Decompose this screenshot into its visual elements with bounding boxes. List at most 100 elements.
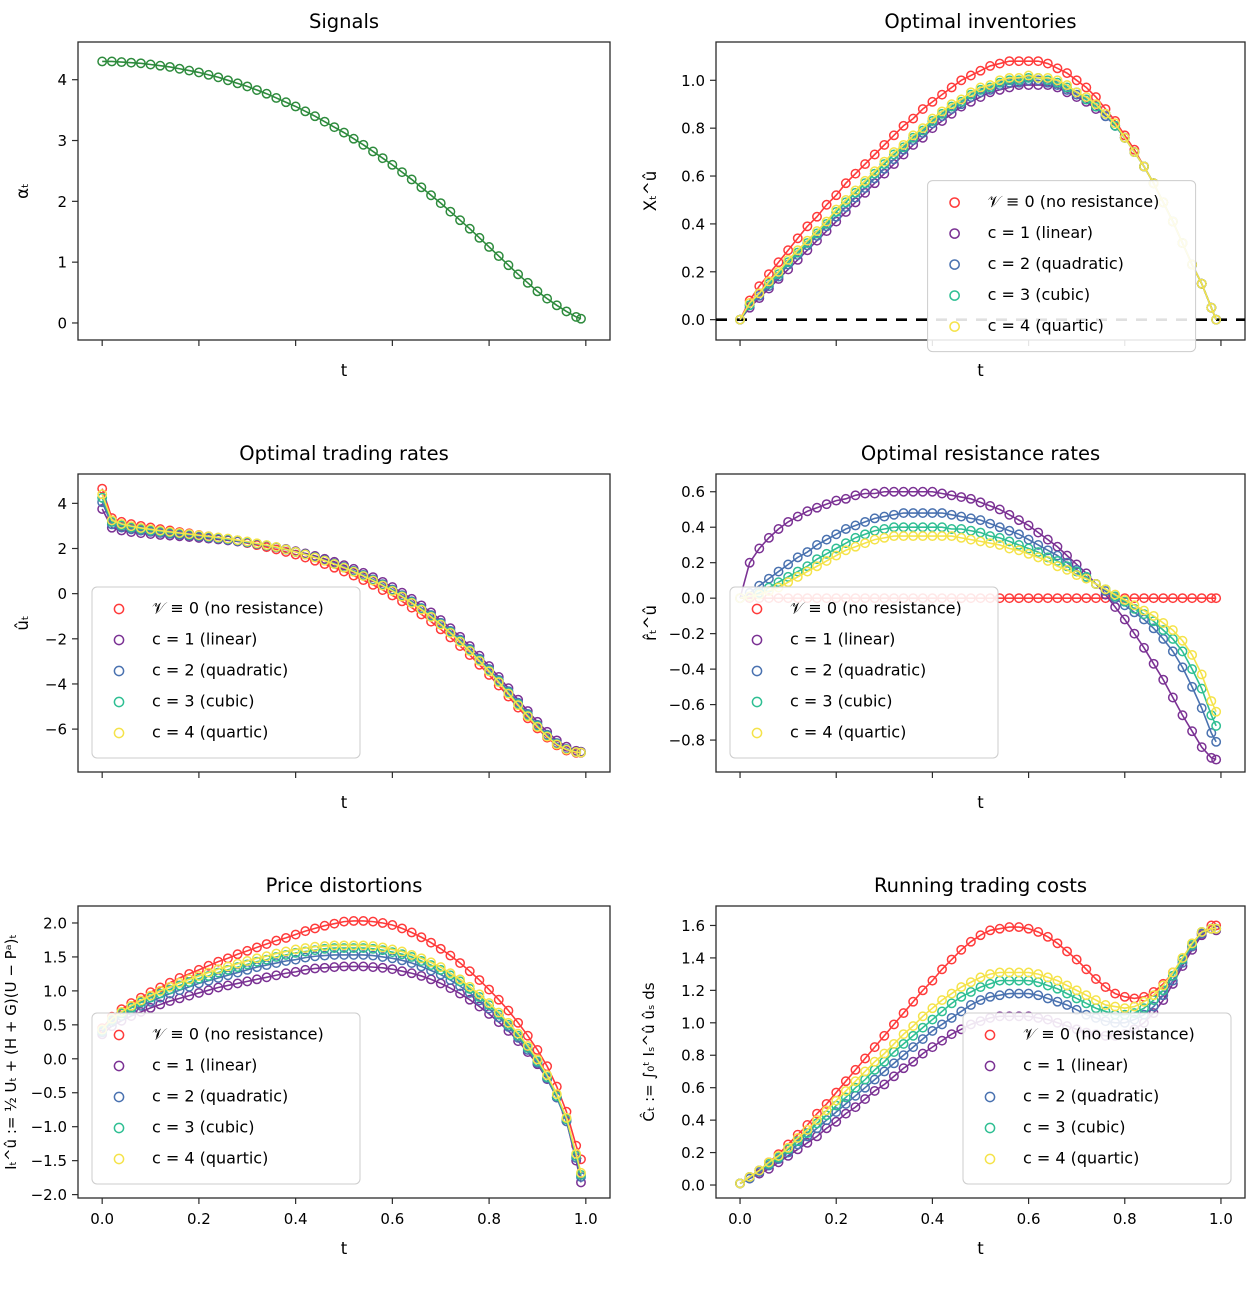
y-tick-label: −0.4 [669, 661, 705, 679]
legend-label-c2: c = 2 (quadratic) [790, 661, 926, 680]
legend-marker-c3 [751, 696, 763, 708]
legend-marker-c1 [984, 1060, 996, 1072]
x-tick-label: 0.4 [920, 1210, 944, 1228]
x-axis-label: t [977, 1239, 984, 1258]
y-tick-label: 1.5 [43, 948, 67, 966]
y-tick-label: 0.2 [681, 1144, 705, 1162]
y-tick-label: −6 [45, 721, 67, 739]
panel-signals: Signals 0 1 2 3 4 t αₜ [0, 0, 628, 432]
y-tick-label: −0.5 [31, 1084, 67, 1102]
x-tick-label: 0.8 [477, 1210, 501, 1228]
y-tick-label: −1.0 [31, 1118, 67, 1136]
legend-box [729, 586, 999, 759]
legend-marker-c3 [113, 1122, 125, 1134]
legend-label-c1: c = 1 (linear) [152, 1056, 257, 1075]
y-tick-label: −0.6 [669, 696, 705, 714]
legend-label-c1: c = 1 (linear) [1023, 1056, 1128, 1075]
series-markers [97, 56, 586, 324]
legend-label-c3: c = 3 (cubic) [152, 1118, 254, 1137]
y-axis-label: Iₜ^û := ½ Uₜ + (H + G)(U − Pᵃ)ₜ [2, 934, 20, 1170]
legend-label-c3: c = 3 (cubic) [1023, 1118, 1125, 1137]
legend-marker-none [113, 1029, 125, 1041]
legend: 𝒱 ≡ 0 (no resistance) c = 1 (linear) c = 2… [91, 1012, 361, 1185]
y-tick-label: 1.6 [681, 917, 705, 935]
legend-marker-c3 [984, 1122, 996, 1134]
y-tick-label: 4 [57, 495, 67, 513]
panel-title: Optimal resistance rates [861, 442, 1100, 465]
legend: 𝒱 ≡ 0 (no resistance) c = 1 (linear) c = 2… [729, 586, 999, 759]
legend-label-c1: c = 1 (linear) [988, 223, 1093, 242]
panel-optimal-inventories: Optimal inventories 0.0 0.2 0.4 0.6 0.8 1.0 t Xₜ… [628, 0, 1257, 432]
legend-box [962, 1012, 1232, 1185]
x-axis-label: t [341, 1239, 348, 1258]
y-tick-label: 4 [57, 71, 67, 89]
series-line [739, 490, 1217, 761]
y-tick-label: 0.6 [681, 168, 705, 186]
y-tick-label: −1.5 [31, 1152, 67, 1170]
legend-label-c4: c = 4 (quartic) [988, 316, 1104, 335]
legend-marker-c1 [949, 228, 960, 239]
y-tick-label: 0.8 [681, 1047, 705, 1065]
legend-marker-c4 [751, 727, 763, 739]
y-tick-label: 0.4 [681, 215, 705, 233]
x-tick-label: 0.8 [1113, 1210, 1137, 1228]
y-tick-label: −4 [45, 675, 67, 693]
legend-label-c3: c = 3 (cubic) [790, 692, 892, 711]
legend-marker-none [949, 197, 960, 208]
series-line [101, 494, 582, 754]
x-tick-label: 1.0 [574, 1210, 598, 1228]
legend-label-c4: c = 4 (quartic) [790, 723, 906, 742]
x-tick-label: 0.0 [728, 1210, 752, 1228]
y-tick-label: 1.0 [681, 72, 705, 90]
x-axis-label: t [977, 793, 984, 812]
x-axis-label: t [341, 793, 348, 812]
legend-marker-c3 [949, 290, 960, 301]
x-tick-label: 0.6 [1017, 1210, 1041, 1228]
legend-label-c4: c = 4 (quartic) [152, 1149, 268, 1168]
legend-marker-none [984, 1029, 996, 1041]
legend-box [927, 180, 1197, 353]
y-axis-label: αₜ [13, 183, 32, 199]
legend-marker-c2 [984, 1091, 996, 1103]
panel-title: Signals [309, 10, 379, 33]
y-tick-label: −0.8 [669, 732, 705, 750]
legend-marker-c2 [751, 665, 763, 677]
legend-label-c1: c = 1 (linear) [152, 630, 257, 649]
y-axis-label: ûₜ [13, 615, 32, 630]
legend-label-c3: c = 3 (cubic) [988, 285, 1090, 304]
y-tick-label: −2.0 [31, 1186, 67, 1204]
legend-marker-c4 [113, 1153, 125, 1165]
y-tick-label: 0.5 [43, 1016, 67, 1034]
y-tick-label: 1.2 [681, 982, 705, 1000]
y-tick-label: 1.4 [681, 949, 705, 967]
y-axis-label: Ĉₜ := ∫₀ᵗ Iₛ^û ûₛ ds [639, 982, 658, 1121]
y-tick-label: 1.0 [681, 1014, 705, 1032]
legend: 𝒱 ≡ 0 (no resistance) c = 1 (linear) c = 2… [962, 1012, 1232, 1185]
panel-title: Optimal inventories [884, 10, 1076, 33]
x-tick-label: 0.0 [90, 1210, 114, 1228]
y-tick-label: 0.4 [681, 519, 705, 537]
legend-label-c4: c = 4 (quartic) [1023, 1149, 1139, 1168]
y-axis-label: Xₜ^û [641, 171, 660, 211]
plot-frame [77, 41, 611, 341]
panel-optimal-trading-rates: Optimal trading rates −6 −4 −2 0 2 4 t ûₜ 𝒱 ≡ 0 (… [0, 432, 628, 864]
series-markers [735, 56, 1222, 325]
y-tick-label: 0.2 [681, 554, 705, 572]
legend-box [91, 586, 361, 759]
legend-label-c2: c = 2 (quadratic) [152, 661, 288, 680]
y-tick-label: −0.2 [669, 625, 705, 643]
legend-label-none: 𝒱 ≡ 0 (no resistance) [1023, 1025, 1195, 1044]
y-tick-label: 0.6 [681, 483, 705, 501]
y-tick-label: 0.0 [681, 1177, 705, 1195]
y-tick-label: 0.2 [681, 263, 705, 281]
legend-label-c1: c = 1 (linear) [790, 630, 895, 649]
series-markers [97, 940, 586, 1178]
y-tick-label: 1 [57, 254, 67, 272]
legend-marker-c1 [113, 1060, 125, 1072]
legend-marker-c3 [113, 696, 125, 708]
y-tick-label: −2 [45, 630, 67, 648]
series-markers [97, 489, 586, 758]
plot-frame [715, 473, 1246, 773]
x-tick-label: 1.0 [1209, 1210, 1233, 1228]
legend-label-c3: c = 3 (cubic) [152, 692, 254, 711]
